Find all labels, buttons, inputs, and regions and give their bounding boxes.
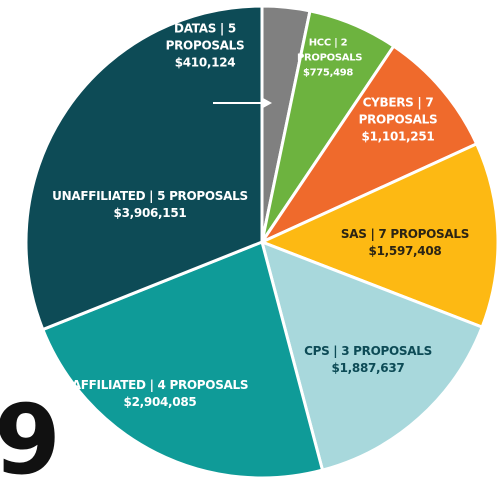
category-label: DATAS | 5 PROPOSALS bbox=[165, 21, 245, 53]
category-label: CPS | 3 PROPOSALS bbox=[304, 344, 432, 358]
pie-slice bbox=[40, 239, 325, 480]
value-label: $1,101,251 bbox=[361, 129, 435, 144]
category-label: CYBERS | 7 PROPOSALS bbox=[358, 95, 438, 127]
category-label: UNAFFILIATED | 5 PROPOSALS bbox=[52, 189, 248, 203]
pie-slice bbox=[24, 4, 264, 332]
value-label: $2,904,085 bbox=[123, 395, 197, 409]
value-label: $1,887,637 bbox=[331, 361, 405, 375]
pointer-arrow-head bbox=[263, 98, 272, 108]
value-label: $3,906,151 bbox=[113, 206, 187, 220]
slice-label: UNAFFILIATED | 5 PROPOSALS $3,906,151 bbox=[30, 188, 270, 222]
value-label: $1,597,408 bbox=[368, 244, 442, 258]
annotation: 9 bbox=[0, 384, 61, 487]
slice-label: HCC | 2 PROPOSALS $775,498 bbox=[297, 36, 363, 81]
slice-label: SAS | 7 PROPOSALS $1,597,408 bbox=[330, 226, 480, 260]
slice-label: DATAS | 5 PROPOSALS $410,124 bbox=[155, 21, 255, 72]
pie-slice bbox=[259, 239, 485, 472]
pie-slice bbox=[257, 44, 479, 246]
value-label: $775,498 bbox=[302, 67, 354, 79]
slice-label: AFFILIATED | 4 PROPOSALS $2,904,085 bbox=[45, 377, 275, 411]
slice-label: CYBERS | 7 PROPOSALS $1,101,251 bbox=[348, 95, 448, 146]
category-label: HCC | 2 PROPOSALS bbox=[297, 37, 363, 64]
pie-slice bbox=[258, 141, 500, 330]
category-label: SAS | 7 PROPOSALS bbox=[340, 227, 470, 241]
slice-label: CPS | 3 PROPOSALS $1,887,637 bbox=[288, 343, 448, 377]
category-label: AFFILIATED | 4 PROPOSALS bbox=[71, 378, 249, 392]
value-label: $410,124 bbox=[174, 55, 236, 70]
